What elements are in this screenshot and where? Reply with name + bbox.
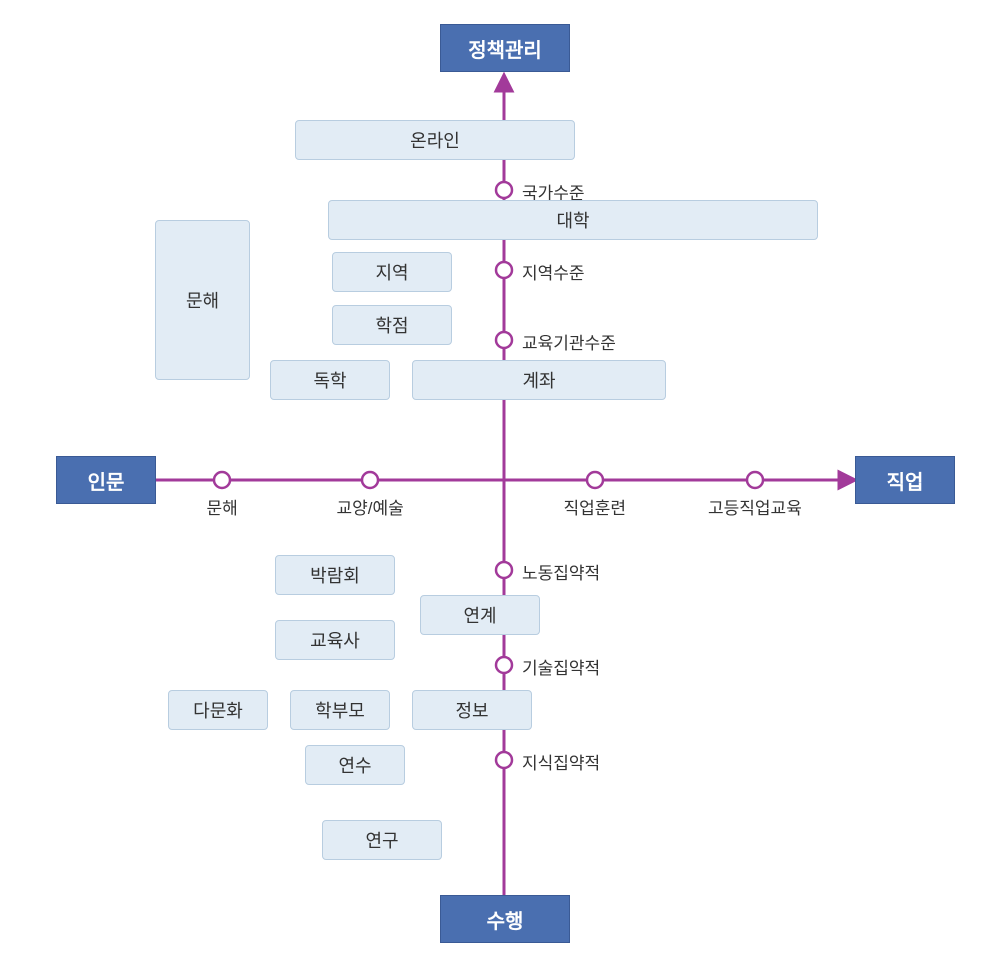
vaxis-label-1: 지역수준	[522, 259, 585, 284]
vaxis-label-2: 교육기관수준	[522, 329, 616, 354]
haxis-label-0: 문해	[207, 494, 238, 519]
node-selfstudy: 독학	[270, 360, 390, 400]
node-eduhist: 교육사	[275, 620, 395, 660]
vaxis-label-4: 기술집약적	[522, 654, 600, 679]
node-parent: 학부모	[290, 690, 390, 730]
diagram-root: 국가수준지역수준교육기관수준노동집약적기술집약적지식집약적문해교양/예술직업훈련…	[0, 0, 1008, 960]
node-expo: 박람회	[275, 555, 395, 595]
node-credit: 학점	[332, 305, 452, 345]
node-online: 온라인	[295, 120, 575, 160]
haxis-label-2: 직업훈련	[564, 494, 627, 519]
node-multi: 다문화	[168, 690, 268, 730]
haxis-label-3: 고등직업교육	[708, 494, 802, 519]
node-literacy: 문해	[155, 220, 250, 380]
node-training: 연수	[305, 745, 405, 785]
axis-node-top: 정책관리	[440, 24, 570, 72]
axis-node-right: 직업	[855, 456, 955, 504]
vaxis-label-3: 노동집약적	[522, 559, 600, 584]
node-link: 연계	[420, 595, 540, 635]
axis-node-bottom: 수행	[440, 895, 570, 943]
node-info: 정보	[412, 690, 532, 730]
haxis-label-1: 교양/예술	[337, 494, 404, 519]
node-account: 계좌	[412, 360, 666, 400]
node-research: 연구	[322, 820, 442, 860]
vaxis-label-5: 지식집약적	[522, 749, 600, 774]
node-univ: 대학	[328, 200, 818, 240]
axis-node-left: 인문	[56, 456, 156, 504]
node-region: 지역	[332, 252, 452, 292]
